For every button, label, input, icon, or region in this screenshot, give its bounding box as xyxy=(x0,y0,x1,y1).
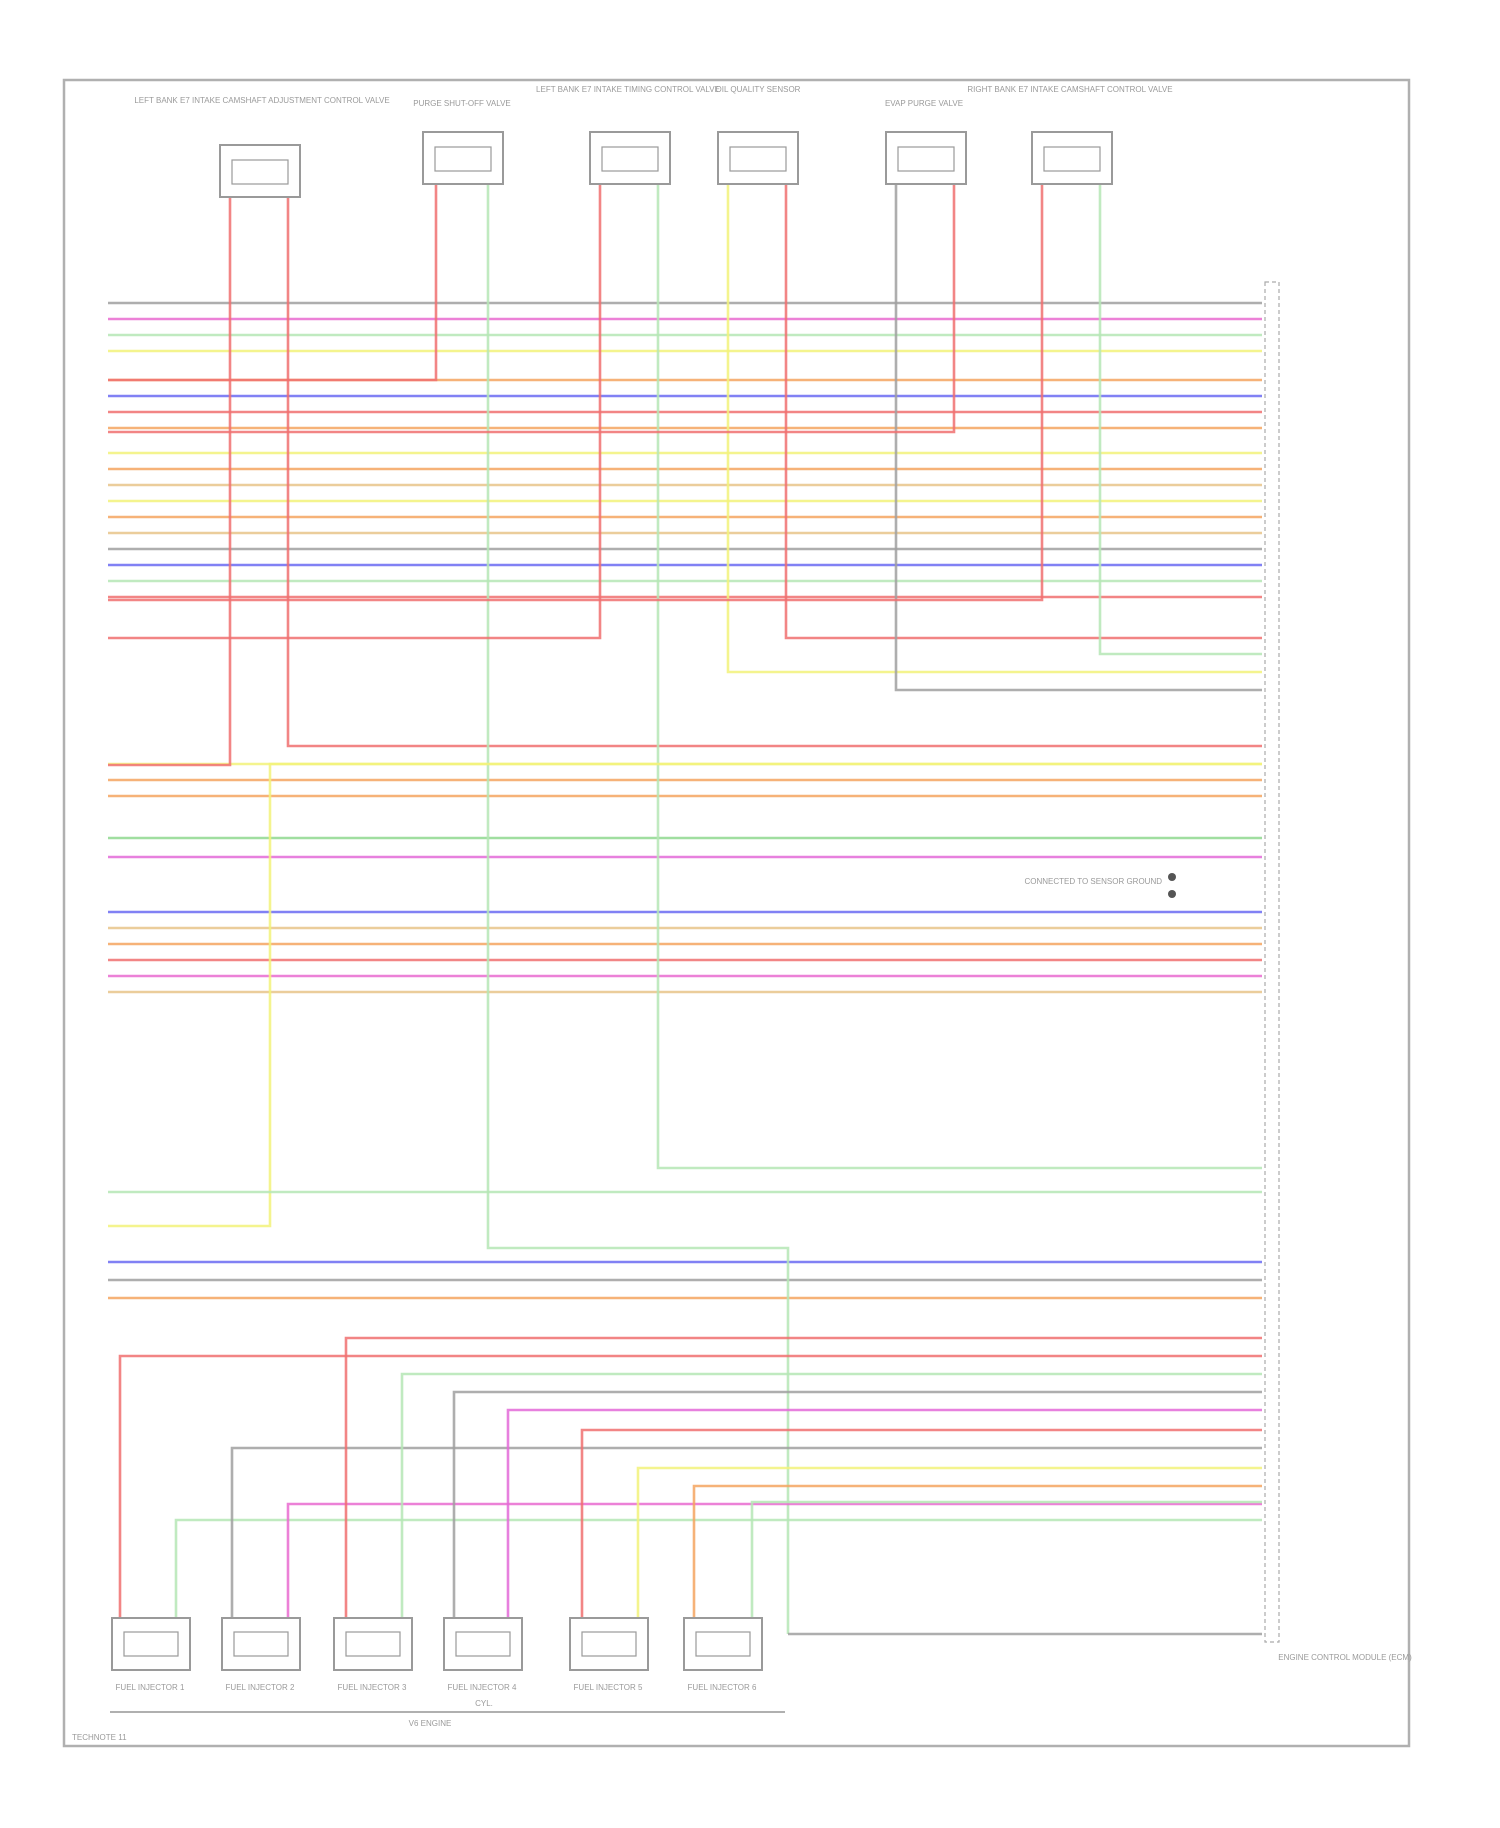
injector-wire xyxy=(286,1502,1262,1618)
drop-wire xyxy=(108,184,602,640)
loop-wire xyxy=(108,762,1262,1228)
injector-label: FUEL INJECTOR 5 xyxy=(574,1683,643,1692)
footer-code: TECHNOTE 11 xyxy=(72,1733,127,1742)
injector-label: FUEL INJECTOR 4 xyxy=(448,1683,517,1692)
injector-label: FUEL INJECTOR 6 xyxy=(688,1683,757,1692)
injector-wire xyxy=(506,1408,1262,1618)
drop-wire xyxy=(286,197,1262,748)
drop-wire xyxy=(726,184,1262,674)
top-component-label: PURGE SHUT-OFF VALVE xyxy=(413,99,511,108)
top-component-label: RIGHT BANK E7 INTAKE CAMSHAFT CONTROL VA… xyxy=(967,85,1172,94)
drop-wire xyxy=(108,184,438,382)
injector-label: FUEL INJECTOR 1 xyxy=(116,1683,185,1692)
drop-wire xyxy=(486,184,790,1634)
top-connector-2: PURGE SHUT-OFF VALVE xyxy=(413,99,511,185)
injector-wire xyxy=(692,1484,1262,1618)
splice-dot xyxy=(1168,873,1176,881)
injector-connector-6: FUEL INJECTOR 6 xyxy=(683,1617,763,1692)
top-component-label: LEFT BANK E7 INTAKE TIMING CONTROL VALVE xyxy=(536,85,720,94)
drop-wire xyxy=(108,184,956,434)
injector-wire xyxy=(174,1518,1262,1618)
injector-wire xyxy=(636,1466,1262,1618)
injector-connector-1: FUEL INJECTOR 1 xyxy=(111,1617,191,1692)
injector-wire xyxy=(580,1428,1262,1618)
injector-wire xyxy=(118,1354,1262,1618)
injector-connector-2: FUEL INJECTOR 2 xyxy=(221,1617,301,1692)
ecm-label: ENGINE CONTROL MODULE (ECM) xyxy=(1278,1653,1412,1662)
drop-wire xyxy=(656,184,1262,1170)
injector-wire xyxy=(344,1336,1262,1618)
drop-wire xyxy=(784,184,1262,640)
splice-dot xyxy=(1168,890,1176,898)
top-component-label: LEFT BANK E7 INTAKE CAMSHAFT ADJUSTMENT … xyxy=(134,96,389,105)
drop-wire xyxy=(108,197,232,767)
top-connector-3: LEFT BANK E7 INTAKE TIMING CONTROL VALVE xyxy=(536,85,720,185)
top-connector-4: OIL QUALITY SENSOR xyxy=(716,85,801,185)
injector-connector-5: FUEL INJECTOR 5 xyxy=(569,1617,649,1692)
injector-wire xyxy=(230,1446,1262,1618)
drop-wire xyxy=(894,184,1262,692)
injector-group-label: V6 ENGINE xyxy=(409,1719,452,1728)
injector-wire xyxy=(750,1500,1262,1618)
injector-wire xyxy=(400,1372,1262,1618)
drop-wire xyxy=(1098,184,1262,656)
injector-connector-3: FUEL INJECTOR 3 xyxy=(333,1617,413,1692)
injector-connector-4: FUEL INJECTOR 4 xyxy=(443,1617,523,1692)
top-connector-6: RIGHT BANK E7 INTAKE CAMSHAFT CONTROL VA… xyxy=(967,85,1173,185)
wires-group xyxy=(108,184,1262,1636)
injector-wire xyxy=(452,1390,1262,1618)
injector-label: FUEL INJECTOR 3 xyxy=(338,1683,407,1692)
ecm-connector-strip xyxy=(1264,281,1280,1643)
injector-group-sublabel: CYL. xyxy=(475,1699,493,1708)
diagram-frame xyxy=(62,78,1411,1748)
injector-label: FUEL INJECTOR 2 xyxy=(226,1683,295,1692)
drop-wire xyxy=(108,184,1044,602)
splice-note: CONNECTED TO SENSOR GROUND xyxy=(1025,877,1163,886)
top-connector-5: EVAP PURGE VALVE xyxy=(885,99,967,185)
top-component-label: OIL QUALITY SENSOR xyxy=(716,85,801,94)
top-component-label: EVAP PURGE VALVE xyxy=(885,99,963,108)
top-connector-1: LEFT BANK E7 INTAKE CAMSHAFT ADJUSTMENT … xyxy=(134,96,390,198)
